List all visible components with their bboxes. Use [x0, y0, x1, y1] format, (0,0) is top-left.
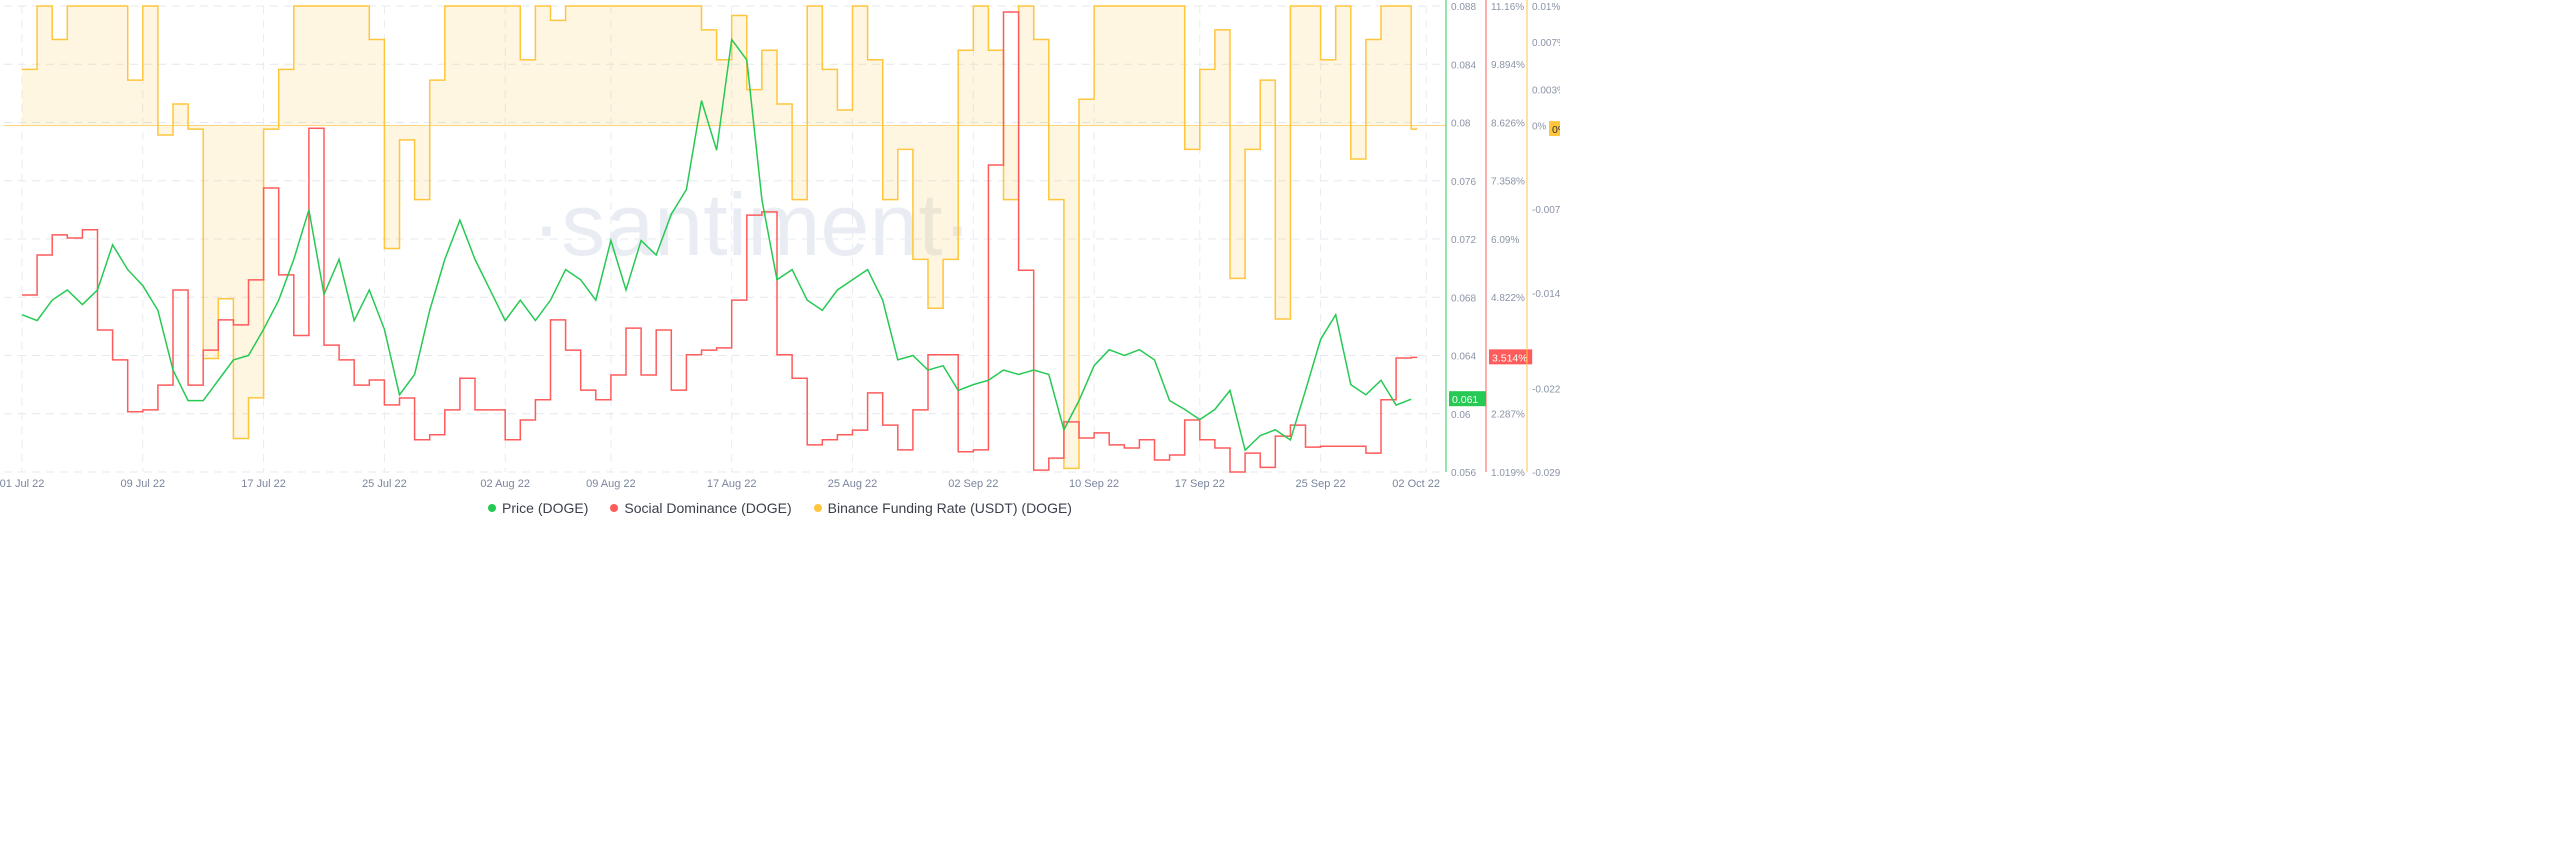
x-tick-label: 02 Sep 22: [948, 478, 998, 490]
legend-label-price: Price (DOGE): [502, 500, 589, 516]
social-dominance-axis-tick: 8.626%: [1491, 118, 1525, 129]
legend-item-price[interactable]: Price (DOGE): [488, 500, 588, 516]
x-tick-label: 25 Aug 22: [828, 478, 878, 490]
funding-rate-axis-tick: -0.007%: [1532, 205, 1560, 216]
social-dominance-axis-tick: 9.894%: [1491, 60, 1525, 71]
x-tick-label: 02 Aug 22: [480, 478, 530, 490]
x-tick-label: 01 Jul 22: [0, 478, 44, 490]
watermark: ·santiment·: [532, 175, 972, 274]
price-axis-tick: 0.072: [1451, 235, 1476, 246]
funding-rate-line: [22, 5, 1418, 470]
funding-rate-axis-tick: -0.022%: [1532, 384, 1560, 395]
social-dominance-axis-tick: 7.358%: [1491, 177, 1525, 188]
social-dominance-axis-tick: 11.16%: [1491, 2, 1524, 13]
funding-rate-axis-tick: 0.003%: [1532, 86, 1560, 97]
legend-item-social-dominance[interactable]: Social Dominance (DOGE): [610, 500, 792, 516]
funding-rate-area: [22, 6, 1418, 469]
price-axis-tick: 0.088: [1451, 2, 1476, 13]
social-dominance-last-value-label: 3.514%: [1492, 352, 1528, 364]
price-last-value-label: 0.061: [1452, 394, 1478, 406]
funding-rate-axis-tick: 0%: [1532, 121, 1547, 132]
legend-item-funding-rate[interactable]: Binance Funding Rate (USDT) (DOGE): [813, 500, 1072, 516]
x-tick-label: 17 Aug 22: [707, 478, 757, 490]
social-dominance-axis-tick: 1.019%: [1491, 468, 1525, 479]
legend: Price (DOGE) Social Dominance (DOGE) Bin…: [0, 500, 1560, 516]
legend-label-social-dominance: Social Dominance (DOGE): [624, 500, 792, 516]
price-axis-tick: 0.084: [1451, 60, 1476, 71]
price-line: [21, 37, 1412, 452]
funding-rate-axis-tick: 0.007%: [1532, 38, 1560, 49]
x-tick-label: 09 Jul 22: [120, 478, 165, 490]
funding-rate-axis-tick: -0.014%: [1532, 289, 1560, 300]
x-tick-label: 10 Sep 22: [1069, 478, 1119, 490]
price-axis-tick: 0.06: [1451, 410, 1471, 421]
funding-rate-last-value-badge: [1549, 121, 1560, 137]
x-tick-label: 17 Sep 22: [1175, 478, 1225, 490]
x-tick-label: 25 Jul 22: [362, 478, 407, 490]
price-axis-tick: 0.056: [1451, 468, 1476, 479]
funding-rate-axis-tick: 0.01%: [1532, 2, 1560, 13]
price-axis-tick: 0.08: [1451, 119, 1471, 130]
legend-dot-funding-rate: [813, 504, 822, 512]
x-tick-label: 25 Sep 22: [1296, 478, 1346, 490]
chart: 01 Jul 22 09 Jul 22 17 Jul 22 25 Jul 22 02 A…: [0, 0, 1560, 490]
price-axis-tick: 0.068: [1451, 293, 1476, 304]
legend-label-funding-rate: Binance Funding Rate (USDT) (DOGE): [827, 500, 1072, 516]
social-dominance-line: [22, 11, 1418, 473]
price-last-value-badge: [1449, 391, 1486, 407]
social-dominance-axis-tick: 6.09%: [1491, 235, 1519, 246]
legend-dot-social-dominance: [610, 504, 619, 512]
price-axis-tick: 0.076: [1451, 177, 1476, 188]
funding-rate-axis-tick: -0.029%: [1532, 468, 1560, 479]
x-tick-label: 02 Oct 22: [1392, 478, 1440, 490]
social-dominance-last-value-badge: [1489, 349, 1533, 365]
x-tick-label: 17 Jul 22: [241, 478, 286, 490]
price-axis-tick: 0.064: [1451, 352, 1476, 363]
legend-dot-price: [488, 504, 497, 512]
funding-rate-last-value-label: 0%: [1552, 124, 1560, 136]
social-dominance-axis-tick: 2.287%: [1491, 410, 1525, 421]
x-tick-label: 09 Aug 22: [586, 478, 636, 490]
social-dominance-axis-tick: 4.822%: [1491, 293, 1525, 304]
